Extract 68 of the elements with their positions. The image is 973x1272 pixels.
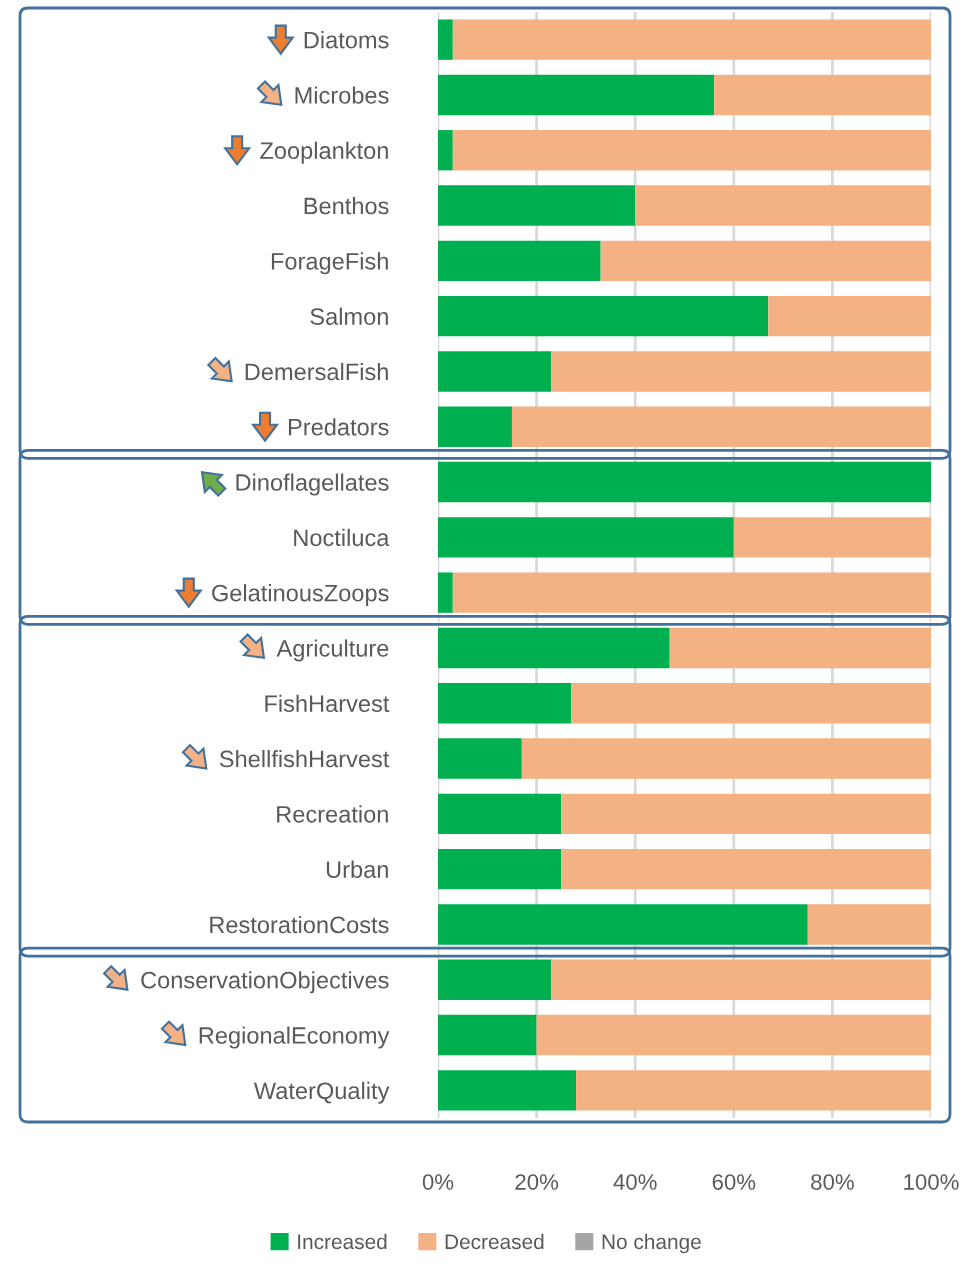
bar bbox=[438, 240, 601, 282]
bar bbox=[551, 351, 931, 392]
y-tick-label: Zooplankton bbox=[260, 141, 388, 164]
bar bbox=[438, 130, 453, 171]
bar bbox=[438, 351, 552, 392]
bar bbox=[438, 848, 562, 890]
bar bbox=[438, 683, 572, 724]
bar bbox=[733, 517, 931, 558]
bar bbox=[438, 185, 636, 226]
y-tick-label: Urban bbox=[326, 860, 388, 878]
x-tick-label: 20% bbox=[515, 1174, 559, 1190]
bar bbox=[561, 848, 931, 890]
bar bbox=[438, 1014, 537, 1056]
bar bbox=[576, 1070, 931, 1111]
bar bbox=[452, 130, 931, 171]
y-tick-label: Dinoflagellates bbox=[236, 473, 389, 496]
y-tick-label: FishHarvest bbox=[265, 694, 390, 713]
y-tick-label: DemersalFish bbox=[245, 362, 388, 381]
x-tick-label: 0% bbox=[422, 1174, 454, 1190]
bar bbox=[438, 406, 512, 447]
bar bbox=[438, 627, 670, 669]
bar bbox=[438, 904, 808, 945]
bar bbox=[452, 19, 931, 60]
bar bbox=[438, 461, 931, 503]
legend-label: Decreased bbox=[445, 1233, 544, 1250]
x-tick-label: 80% bbox=[811, 1174, 854, 1190]
bar bbox=[438, 19, 453, 60]
bar bbox=[438, 74, 715, 116]
x-tick-label: 100% bbox=[904, 1174, 959, 1190]
bar bbox=[635, 185, 931, 226]
y-tick-label: RestorationCosts bbox=[210, 915, 389, 934]
y-tick-label: WaterQuality bbox=[253, 1081, 390, 1104]
bar bbox=[600, 240, 931, 282]
y-tick-label: Noctiluca bbox=[294, 528, 390, 547]
y-tick-label: Salmon bbox=[310, 307, 388, 325]
y-tick-label: Diatoms bbox=[304, 31, 389, 49]
bar bbox=[438, 738, 522, 779]
y-tick-label: GelatinousZoops bbox=[212, 584, 389, 607]
bar bbox=[452, 572, 931, 613]
bar bbox=[669, 627, 931, 669]
bar bbox=[807, 904, 931, 945]
bar bbox=[438, 517, 734, 558]
y-tick-label: Recreation bbox=[277, 805, 388, 823]
bar bbox=[438, 572, 453, 613]
legend-label: Increased bbox=[298, 1233, 387, 1250]
bar bbox=[511, 406, 931, 447]
y-tick-label: Microbes bbox=[295, 86, 389, 104]
y-tick-label: Benthos bbox=[304, 196, 389, 215]
bar bbox=[438, 959, 552, 1000]
y-tick-label: ForageFish bbox=[271, 252, 388, 275]
y-tick-label: Agriculture bbox=[276, 639, 389, 662]
bar bbox=[571, 683, 931, 724]
bar bbox=[438, 295, 769, 337]
bar bbox=[768, 295, 931, 337]
bar bbox=[521, 738, 931, 779]
bar bbox=[438, 1070, 577, 1111]
bar bbox=[551, 959, 931, 1000]
y-tick-label: ConservationObjectives bbox=[141, 971, 389, 994]
y-tick-label: ShellfishHarvest bbox=[219, 749, 390, 768]
x-tick-label: 40% bbox=[613, 1174, 657, 1190]
bar bbox=[561, 793, 931, 835]
legend-label: No change bbox=[602, 1233, 701, 1254]
bar bbox=[438, 793, 562, 835]
y-tick-label: RegionalEconomy bbox=[199, 1026, 390, 1049]
x-tick-label: 60% bbox=[712, 1174, 756, 1190]
bar bbox=[536, 1014, 931, 1056]
bar bbox=[714, 74, 931, 116]
y-tick-label: Predators bbox=[288, 418, 389, 436]
